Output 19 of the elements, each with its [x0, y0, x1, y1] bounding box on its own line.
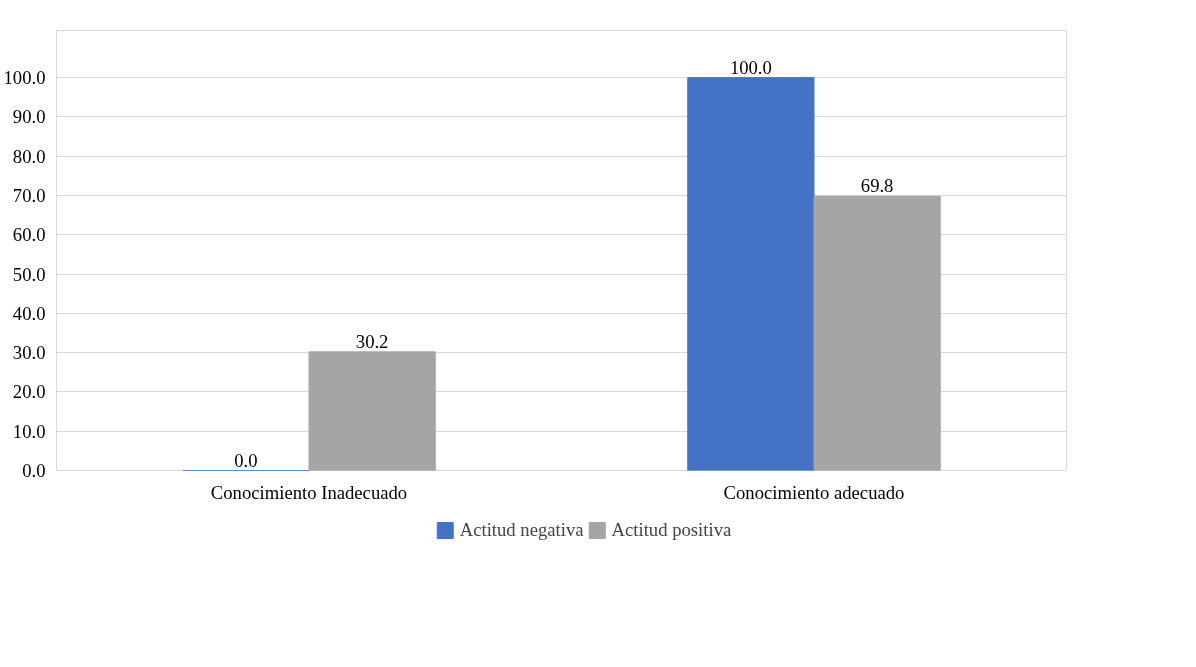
data-label: 100.0 [729, 56, 772, 78]
y-tick-label: 80.0 [12, 145, 46, 167]
y-tick-label: 100.0 [3, 67, 46, 89]
x-tick-label: Conocimiento adecuado [723, 481, 905, 503]
y-tick-label: 10.0 [12, 420, 46, 442]
y-tick-label: 70.0 [12, 185, 46, 206]
y-tick-label: 40.0 [12, 302, 46, 324]
y-tick-label: 50.0 [12, 263, 46, 285]
legend-label: Actitud negativa [459, 519, 584, 541]
y-tick-label: 90.0 [12, 106, 46, 128]
data-label: 69.8 [860, 175, 894, 197]
y-tick-label: 20.0 [12, 381, 46, 403]
data-label: 30.2 [355, 330, 389, 352]
data-label: 0.0 [234, 449, 258, 471]
y-tick-label: 60.0 [12, 224, 46, 246]
y-tick-label: 30.0 [12, 342, 46, 364]
legend-label: Actitud positiva [611, 519, 732, 541]
y-tick-label: 0.0 [22, 460, 46, 481]
x-tick-label: Conocimiento Inadecuado [210, 481, 408, 503]
